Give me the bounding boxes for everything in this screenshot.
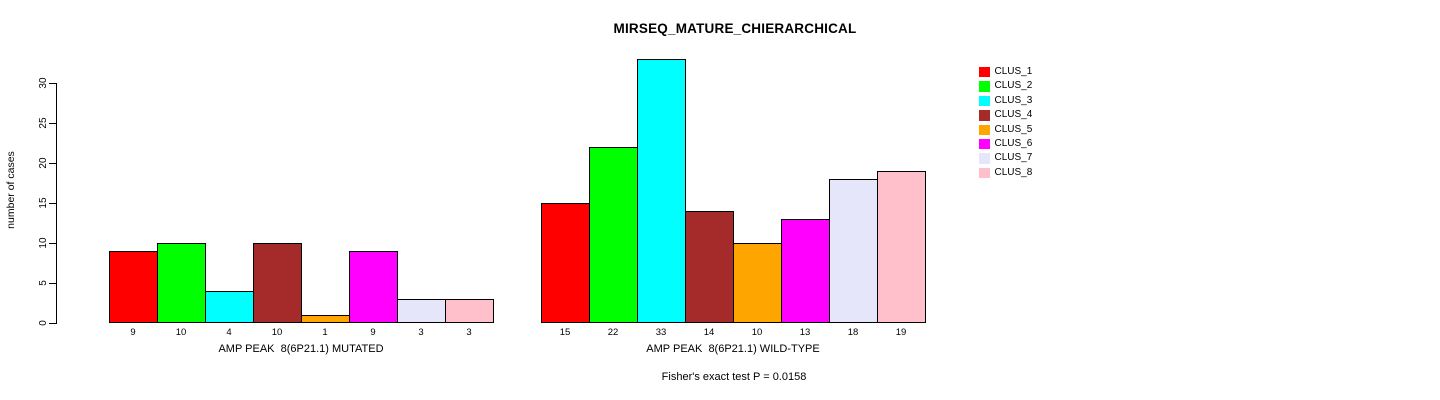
legend-color-swatch [979,153,990,164]
chart-title: MIRSEQ_MATURE_CHIERARCHICAL [613,21,857,36]
bar-clus_8 [877,171,926,323]
legend-color-swatch [979,110,990,121]
bar-value-label: 19 [895,327,907,338]
bar-value-label: 10 [175,327,187,338]
bar-clus_4 [253,243,302,323]
bar-clus_6 [349,251,398,323]
legend-label: CLUS_2 [994,80,1033,92]
legend-color-swatch [979,138,990,150]
legend-item: CLUS_6 [979,137,1032,151]
bar-clus_1 [109,251,158,323]
legend-label: CLUS_1 [994,66,1033,77]
legend-item: CLUS_8 [979,166,1032,180]
y-tick-mark [49,283,56,284]
y-axis-label: number of cases [5,151,17,229]
bar-value-label: 3 [466,327,472,338]
legend-item: CLUS_7 [979,151,1032,165]
bar-clus_3 [205,291,254,323]
y-tick-label: 0 [38,320,49,326]
bar-value-label: 4 [226,327,232,338]
bar-clus_5 [301,315,350,323]
bar-clus_8 [445,299,494,323]
bar-value-label: 22 [607,327,619,338]
y-tick-label: 5 [38,280,49,286]
bar-value-label: 9 [130,327,136,338]
y-tick-mark [49,243,56,244]
y-tick-label: 25 [38,117,49,129]
legend-item: CLUS_2 [979,79,1032,93]
bar-value-label: 13 [799,327,811,338]
bar-clus_1 [541,203,590,323]
bar-value-label: 18 [847,327,859,338]
bar-value-label: 10 [271,327,283,338]
bar-clus_7 [829,179,878,323]
bar-value-label: 3 [418,327,424,338]
y-axis-line [56,83,57,324]
y-tick-label: 30 [38,77,49,89]
legend-color-swatch [979,81,990,92]
bar-clus_2 [589,147,638,323]
bar-clus_2 [157,243,206,323]
y-tick-mark [49,83,56,84]
legend: CLUS_1 CLUS_2 CLUS_3 CLUS_4 CLUS_5 CLUS_6 CLUS… [979,65,1032,180]
legend-label: CLUS_8 [994,166,1033,178]
fisher-test-annotation: Fisher's exact test P = 0.0158 [661,371,807,383]
bar-clus_4 [685,211,734,323]
bar-value-label: 9 [370,327,376,338]
legend-label: CLUS_7 [994,152,1033,164]
legend-item: CLUS_4 [979,108,1032,122]
y-tick-mark [49,323,56,324]
y-tick-mark [49,123,56,124]
bar-clus_6 [781,219,830,323]
legend-color-swatch [979,124,990,135]
bar-value-label: 15 [559,327,571,338]
bar-clus_7 [397,299,446,323]
y-tick-mark [49,163,56,164]
legend-label: CLUS_3 [994,94,1033,106]
legend-label: CLUS_4 [994,109,1033,121]
legend-item: CLUS_3 [979,94,1032,108]
legend-label: CLUS_6 [994,137,1033,149]
bar-value-label: 10 [751,327,763,338]
bar-clus_3 [637,59,686,323]
y-tick-mark [49,203,56,204]
bar-value-label: 33 [655,327,667,338]
y-tick-label: 10 [38,237,49,249]
bar-value-label: 14 [703,327,715,338]
legend-color-swatch [979,66,990,78]
legend-color-swatch [979,167,990,179]
bar-clus_5 [733,243,782,323]
y-tick-label: 15 [38,197,49,209]
legend-color-swatch [979,95,990,107]
group-axis-label: AMP PEAK 8(6P21.1) MUTATED [218,343,384,355]
legend-item: CLUS_1 [979,65,1032,79]
bar-value-label: 1 [322,327,328,338]
legend-label: CLUS_5 [994,123,1033,135]
y-tick-label: 20 [38,157,49,169]
legend-item: CLUS_5 [979,123,1032,137]
group-axis-label: AMP PEAK 8(6P21.1) WILD-TYPE [646,343,820,355]
